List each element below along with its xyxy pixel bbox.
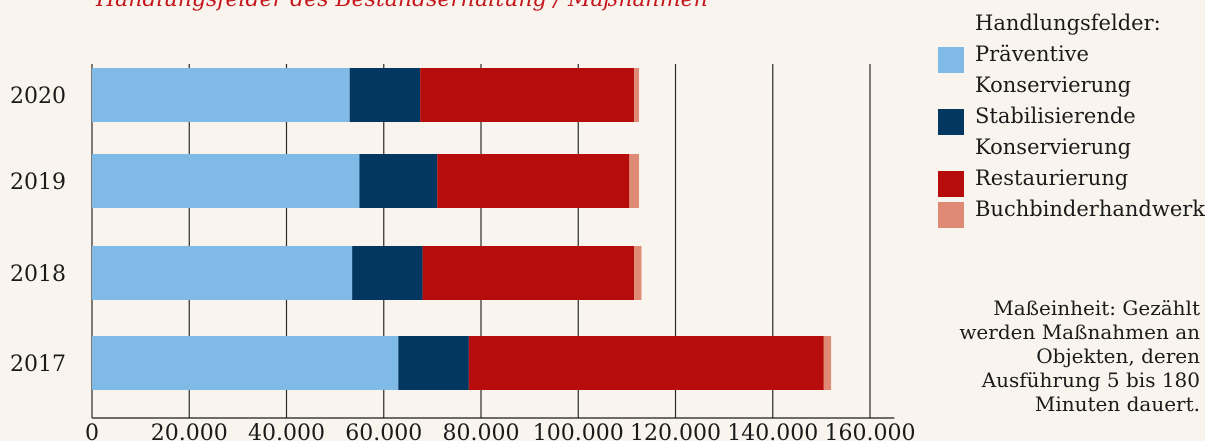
bar-segment	[92, 154, 360, 208]
legend-label: Stabilisierende Konservierung	[975, 104, 1136, 159]
x-tick-label: 0	[85, 421, 99, 441]
bar-chart: 2020 2019 2018 2017 0 20.000 40.000 60.000 80.00…	[10, 64, 916, 441]
legend-item-buchbinder: Buchbinderhandwerk	[938, 194, 1205, 228]
x-tick-label: 60.000	[345, 421, 422, 441]
x-tick-label: 40.000	[248, 421, 325, 441]
legend-label: Buchbinderhandwerk	[975, 197, 1205, 221]
legend: Handlungsfelder: Präventive Konservierun…	[938, 8, 1205, 228]
bar-segment	[823, 336, 832, 390]
bar-segment	[92, 246, 353, 300]
x-tick-label: 140.000	[727, 421, 818, 441]
unit-note: Maßeinheit: Gezählt werden Maßnahmen an …	[959, 296, 1200, 416]
y-tick-label: 2019	[10, 170, 66, 195]
bar-segment	[422, 246, 635, 300]
legend-item-stabilisierende: Stabilisierende Konservierung	[938, 101, 1205, 163]
bar-segment	[359, 154, 438, 208]
bar-segment	[92, 336, 399, 390]
legend-label: Präventive Konservierung	[975, 42, 1132, 97]
bar-segment	[634, 246, 642, 300]
legend-swatch	[938, 109, 964, 135]
x-tick-label: 80.000	[443, 421, 520, 441]
x-tick-label: 20.000	[151, 421, 228, 441]
bar-segment	[629, 154, 640, 208]
bar-segment	[437, 154, 630, 208]
legend-label: Restaurierung	[975, 166, 1129, 190]
y-tick-label: 2018	[10, 262, 66, 287]
legend-title: Handlungsfelder:	[975, 11, 1161, 35]
legend-swatch	[938, 171, 964, 197]
legend-swatch	[938, 47, 964, 73]
bar-segment	[92, 68, 350, 122]
bar-segment	[420, 68, 635, 122]
bar-segment	[352, 246, 423, 300]
x-tick-label: 160.000	[825, 421, 916, 441]
bar-segment	[349, 68, 421, 122]
bar-segment	[634, 68, 640, 122]
x-tick-label: 120.000	[630, 421, 721, 441]
legend-swatch	[938, 202, 964, 228]
legend-item-restaurierung: Restaurierung	[938, 163, 1205, 197]
bar-segment	[468, 336, 824, 390]
x-tick-label: 100.000	[533, 421, 624, 441]
y-tick-label: 2017	[10, 352, 66, 377]
chart-title: Handlungsfelder des Bestandserhaltung / …	[96, 0, 708, 12]
y-tick-label: 2020	[10, 84, 66, 109]
bar-segment	[398, 336, 469, 390]
legend-item-praeventive: Präventive Konservierung	[938, 39, 1205, 101]
